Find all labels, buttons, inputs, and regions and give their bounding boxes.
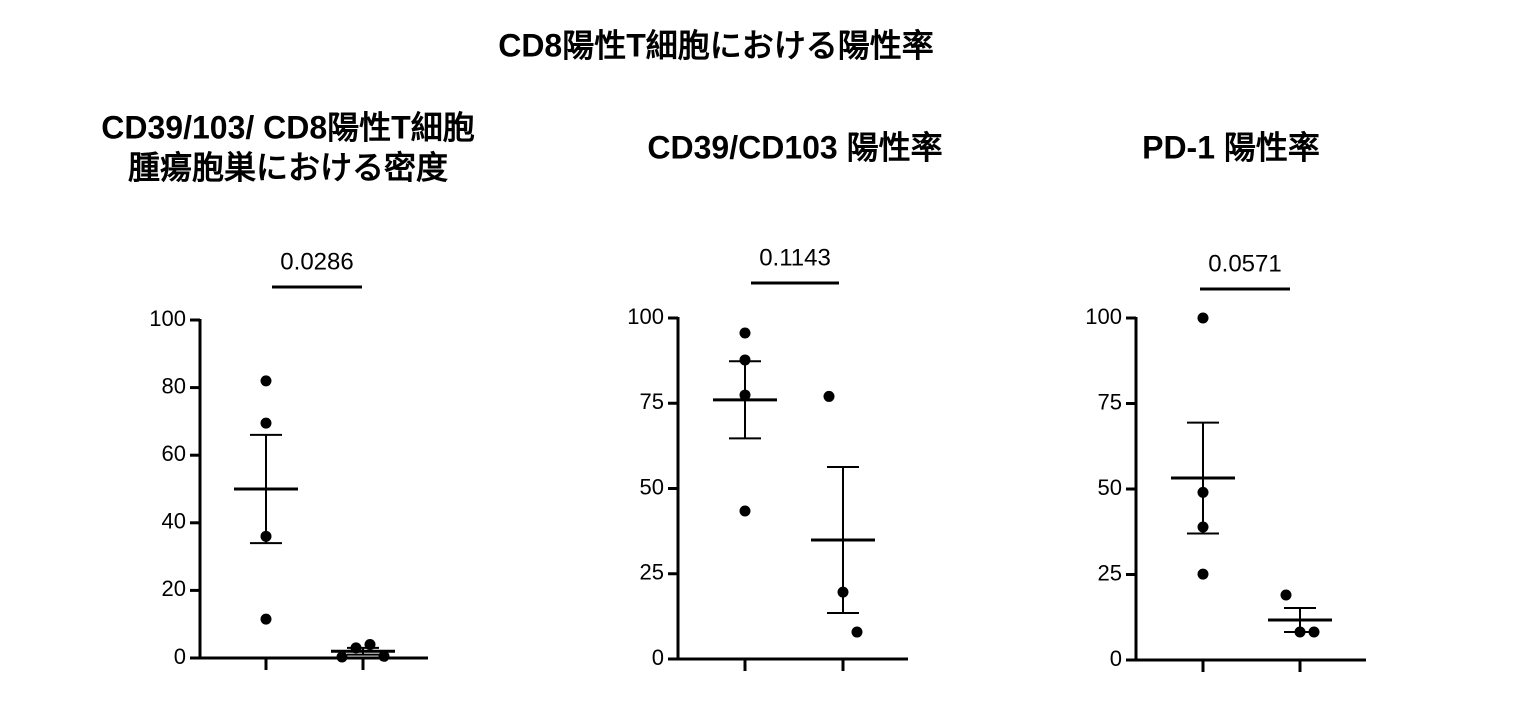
data-point [1294, 626, 1306, 638]
y-tick-label: 60 [162, 441, 186, 466]
data-point [823, 390, 835, 402]
y-tick-label: 75 [640, 389, 664, 414]
y-tick-label: 100 [1085, 304, 1122, 329]
p-value: 0.1143 [759, 244, 831, 271]
data-point [260, 530, 272, 542]
y-tick-label: 0 [174, 644, 186, 669]
chart-title: 腫瘍胞巣における密度 [128, 149, 448, 185]
y-tick-label: 50 [640, 474, 664, 499]
p-value: 0.0286 [280, 248, 353, 275]
data-point [1197, 486, 1209, 498]
y-tick-label: 40 [162, 509, 186, 534]
chart-title: PD-1 陽性率 [1142, 129, 1320, 165]
data-point [260, 375, 272, 387]
data-point [739, 389, 751, 401]
y-tick-label: 20 [162, 576, 186, 601]
y-tick-label: 100 [627, 304, 664, 329]
data-point [260, 417, 272, 429]
data-point [260, 613, 272, 625]
p-value: 0.0571 [1208, 250, 1281, 277]
data-point [1197, 312, 1209, 324]
data-point [336, 651, 348, 663]
data-point [1197, 521, 1209, 533]
chart-title: CD39/CD103 陽性率 [647, 129, 942, 165]
y-tick-label: 0 [1110, 646, 1122, 671]
data-point [1308, 626, 1320, 638]
data-point [851, 626, 863, 638]
data-point [1197, 568, 1209, 580]
chart-title: CD39/103/ CD8陽性T細胞 [101, 109, 474, 145]
data-point [837, 586, 849, 598]
y-tick-label: 75 [1098, 389, 1122, 414]
data-point [364, 638, 376, 650]
data-point [1280, 589, 1292, 601]
y-tick-label: 100 [149, 306, 186, 331]
data-point [739, 327, 751, 339]
data-point [739, 505, 751, 517]
y-tick-label: 0 [652, 645, 664, 670]
y-tick-label: 25 [1098, 560, 1122, 585]
y-tick-label: 25 [640, 560, 664, 585]
data-point [350, 642, 362, 654]
page-title: CD8陽性T細胞における陽性率 [498, 27, 934, 63]
y-tick-label: 80 [162, 373, 186, 398]
data-point [739, 354, 751, 366]
data-point [378, 650, 390, 662]
y-tick-label: 50 [1098, 475, 1122, 500]
